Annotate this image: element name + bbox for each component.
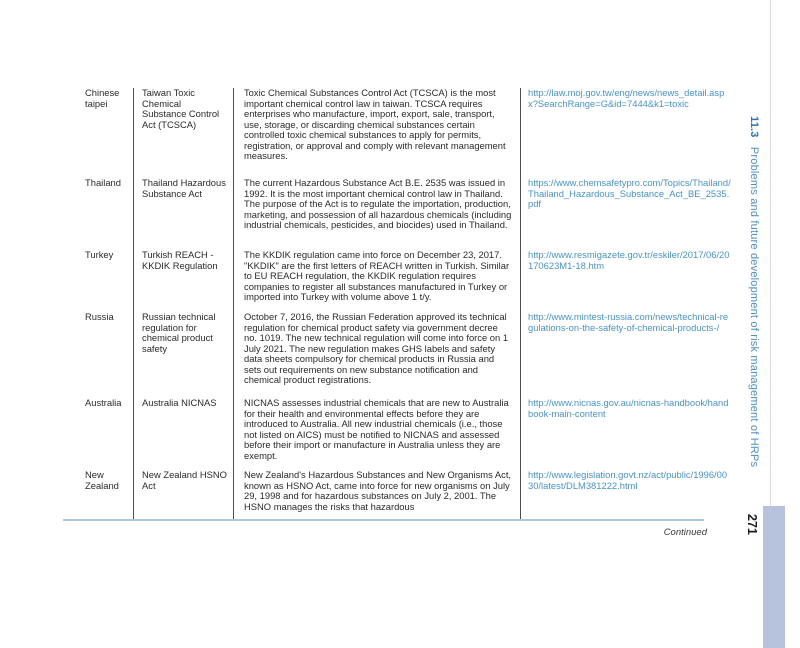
table-row: Thailand Thailand Hazardous Substance Ac… xyxy=(85,177,733,250)
regulation-cell: Russian technical regulation for chemica… xyxy=(133,311,233,398)
table-bottom-rule xyxy=(63,519,704,521)
description-cell: The current Hazardous Substance Act B.E.… xyxy=(233,177,520,250)
country-cell: New Zealand xyxy=(85,469,119,491)
country-cell: Chinese taipei xyxy=(85,87,120,109)
margin-divider-line xyxy=(770,0,771,506)
table-row: Russia Russian technical regulation for … xyxy=(85,311,733,398)
regulation-cell: Thailand Hazardous Substance Act xyxy=(133,177,233,250)
table-row: Australia Australia NICNAS NICNAS assess… xyxy=(85,397,733,470)
description-cell: Toxic Chemical Substances Control Act (T… xyxy=(233,87,520,178)
country-cell: Australia xyxy=(85,397,122,408)
url-link[interactable]: http://www.nicnas.gov.au/nicnas-handbook… xyxy=(520,397,733,470)
regulation-cell: New Zealand HSNO Act xyxy=(133,469,233,521)
country-cell: Turkey xyxy=(85,249,114,260)
country-cell: Russia xyxy=(85,311,114,322)
table-row: New Zealand New Zealand HSNO Act New Zea… xyxy=(85,469,733,521)
url-link[interactable]: http://www.resmigazete.gov.tr/eskiler/20… xyxy=(520,249,733,312)
url-link[interactable]: http://law.moj.gov.tw/eng/news/news_deta… xyxy=(520,87,733,178)
description-cell: New Zealand's Hazardous Substances and N… xyxy=(233,469,520,521)
country-cell: Thailand xyxy=(85,177,121,188)
table-row: Chinese taipei Taiwan Toxic Chemical Sub… xyxy=(85,87,733,178)
url-link[interactable]: https://www.chemsafetypro.com/Topics/Tha… xyxy=(520,177,733,250)
continued-note: Continued xyxy=(663,527,707,538)
regulation-cell: Australia NICNAS xyxy=(133,397,233,470)
section-number: 11.3 xyxy=(748,116,760,138)
section-sidebar: 11.3 Problems and future development of … xyxy=(748,116,760,512)
description-cell: The KKDIK regulation came into force on … xyxy=(233,249,520,312)
url-link[interactable]: http://www.mintest-russia.com/news/techn… xyxy=(520,311,733,398)
regulations-table: Chinese taipei Taiwan Toxic Chemical Sub… xyxy=(85,87,733,521)
table-row: Turkey Turkish REACH - KKDIK Regulation … xyxy=(85,249,733,312)
page-number: 271 xyxy=(745,514,759,535)
regulation-cell: Taiwan Toxic Chemical Substance Control … xyxy=(133,87,233,178)
margin-accent-bar xyxy=(763,506,785,648)
url-link[interactable]: http://www.legislation.govt.nz/act/publi… xyxy=(520,469,733,521)
section-title: Problems and future development of risk … xyxy=(748,146,760,468)
description-cell: NICNAS assesses industrial chemicals tha… xyxy=(233,397,520,470)
description-cell: October 7, 2016, the Russian Federation … xyxy=(233,311,520,398)
regulation-cell: Turkish REACH - KKDIK Regulation xyxy=(133,249,233,312)
